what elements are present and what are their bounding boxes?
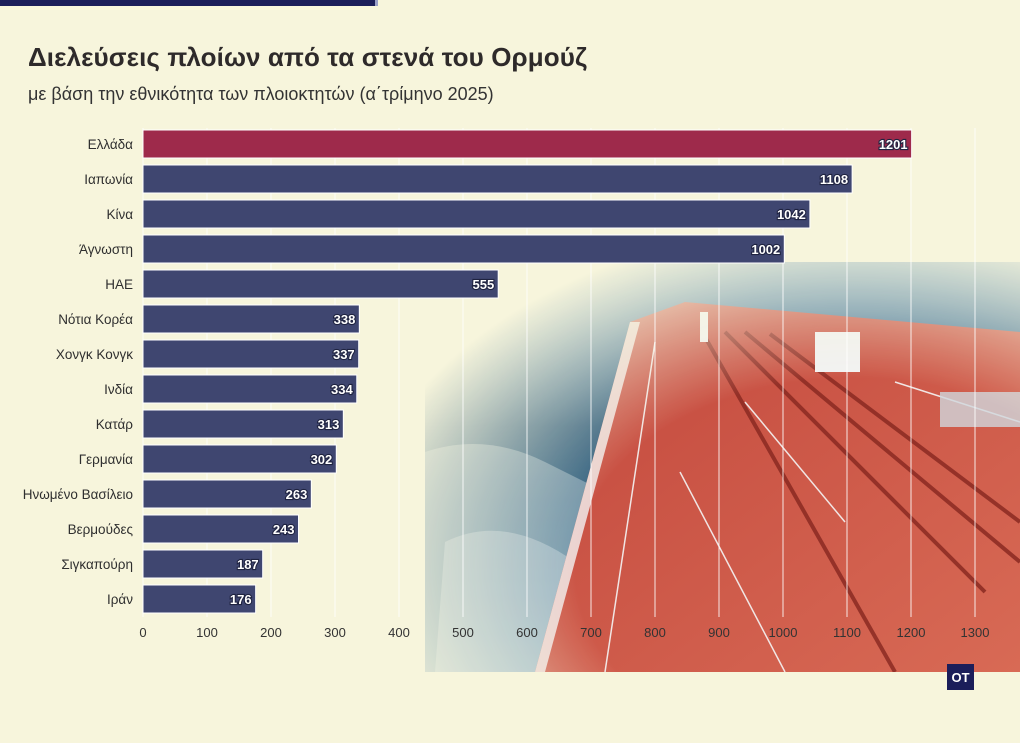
tanker-ship-image bbox=[425, 262, 1020, 672]
category-label: Βερμούδες bbox=[68, 522, 134, 537]
x-tick-label: 600 bbox=[516, 625, 538, 640]
category-label: Κατάρ bbox=[96, 417, 134, 432]
x-tick-label: 1100 bbox=[833, 625, 861, 640]
bar bbox=[142, 444, 337, 474]
bar bbox=[142, 409, 344, 439]
value-label: 555 bbox=[472, 277, 494, 292]
value-label: 1108 bbox=[820, 172, 848, 187]
bar bbox=[142, 339, 360, 369]
ot-logo: OT bbox=[947, 664, 974, 690]
x-tick-label: 800 bbox=[644, 625, 666, 640]
bar bbox=[142, 304, 360, 334]
x-tick-label: 400 bbox=[388, 625, 410, 640]
value-label: 337 bbox=[333, 347, 355, 362]
value-label: 1042 bbox=[777, 207, 806, 222]
x-tick-label: 1200 bbox=[897, 625, 926, 640]
category-label: Ινδία bbox=[104, 382, 133, 397]
category-label: Ιαπωνία bbox=[84, 172, 133, 187]
value-label: 334 bbox=[331, 382, 353, 397]
category-label: Νότια Κορέα bbox=[58, 312, 133, 327]
category-label: Άγνωστη bbox=[79, 242, 133, 257]
x-tick-label: 900 bbox=[708, 625, 730, 640]
x-tick-label: 200 bbox=[260, 625, 282, 640]
bar bbox=[142, 164, 853, 194]
value-label: 302 bbox=[311, 452, 333, 467]
bar bbox=[142, 129, 913, 159]
bar bbox=[142, 234, 785, 264]
value-label: 243 bbox=[273, 522, 295, 537]
x-tick-label: 700 bbox=[580, 625, 602, 640]
bar bbox=[142, 269, 499, 299]
top-accent-bar bbox=[0, 0, 378, 6]
bar bbox=[142, 479, 312, 509]
value-label: 263 bbox=[286, 487, 308, 502]
value-label: 1002 bbox=[751, 242, 780, 257]
category-label: Γερμανία bbox=[79, 452, 133, 467]
value-label: 1201 bbox=[879, 137, 908, 152]
category-label: ΗΑΕ bbox=[105, 277, 133, 292]
x-tick-label: 1000 bbox=[769, 625, 798, 640]
chart-title: Διελεύσεις πλοίων από τα στενά του Ορμού… bbox=[28, 42, 588, 72]
bar bbox=[142, 374, 358, 404]
value-label: 338 bbox=[334, 312, 356, 327]
bar bbox=[142, 549, 264, 579]
value-label: 176 bbox=[230, 592, 252, 607]
x-tick-label: 300 bbox=[324, 625, 346, 640]
bar bbox=[142, 514, 300, 544]
bar bbox=[142, 199, 811, 229]
value-label: 187 bbox=[237, 557, 259, 572]
bar bbox=[142, 584, 257, 614]
category-label: Σιγκαπούρη bbox=[61, 557, 133, 572]
x-tick-label: 1300 bbox=[961, 625, 990, 640]
x-tick-label: 0 bbox=[139, 625, 146, 640]
category-label: Χονγκ Κονγκ bbox=[56, 347, 133, 362]
category-label: Ιράν bbox=[107, 592, 133, 607]
category-label: Ηνωμένο Βασίλειο bbox=[23, 487, 133, 502]
value-label: 313 bbox=[318, 417, 340, 432]
category-label: Ελλάδα bbox=[88, 137, 134, 152]
x-tick-label: 100 bbox=[196, 625, 218, 640]
x-tick-label: 500 bbox=[452, 625, 474, 640]
chart-subtitle: με βάση την εθνικότητα των πλοιοκτητών (… bbox=[28, 84, 494, 104]
category-label: Κίνα bbox=[106, 207, 133, 222]
